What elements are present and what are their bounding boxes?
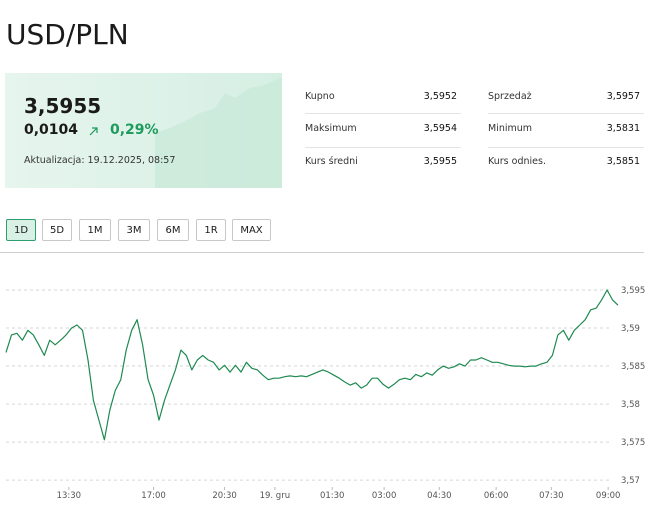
stat-separator xyxy=(305,147,461,148)
range-button[interactable]: 5D xyxy=(42,219,72,241)
change: 0,0104 xyxy=(24,122,79,138)
stat-value: 3,5851 xyxy=(606,156,640,167)
change-percent: 0,29% xyxy=(110,122,159,138)
up-arrow xyxy=(89,127,98,136)
y-tick-label: 3,575 xyxy=(621,438,645,448)
stat-value: 3,5952 xyxy=(423,91,457,102)
price-line xyxy=(5,289,619,441)
divider xyxy=(0,252,644,253)
stat-value: 3,5957 xyxy=(606,91,640,102)
y-tick-label: 3,585 xyxy=(621,362,645,372)
stat-value: 3,5954 xyxy=(423,123,457,134)
x-tick-label: 01:30 xyxy=(320,491,345,501)
stat-label: Maksimum xyxy=(305,123,357,134)
quote-card xyxy=(5,73,282,188)
range-button[interactable]: 1D xyxy=(6,219,36,241)
y-tick-label: 3,58 xyxy=(621,400,640,410)
stat-label: Kurs średni xyxy=(305,156,358,167)
x-tick-label: 07:30 xyxy=(539,491,564,501)
stat-label: Minimum xyxy=(488,123,533,134)
stat-separator xyxy=(488,113,644,114)
price: 3,5955 xyxy=(24,94,102,118)
x-tick-label: 13:30 xyxy=(57,491,82,501)
stat-label: Kupno xyxy=(305,91,335,102)
stat-separator xyxy=(305,113,461,114)
page-title: USD/PLN xyxy=(6,18,129,51)
range-button[interactable]: 6M xyxy=(157,219,189,241)
stat-label: Kurs odnies. xyxy=(488,156,546,167)
range-button[interactable]: MAX xyxy=(232,219,271,241)
update-time: Aktualizacja: 19.12.2025, 08:57 xyxy=(24,155,176,166)
x-tick-label: 04:30 xyxy=(427,491,452,501)
stat-value: 3,5955 xyxy=(423,156,457,167)
stat-value: 3,5831 xyxy=(606,123,640,134)
x-tick-label: 20:30 xyxy=(212,491,237,501)
stat-label: Sprzedaż xyxy=(488,91,532,102)
y-tick-label: 3,595 xyxy=(621,286,645,296)
range-button[interactable]: 3M xyxy=(118,219,150,241)
y-tick-label: 3,57 xyxy=(621,476,640,486)
range-button[interactable]: 1M xyxy=(79,219,111,241)
range-button[interactable]: 1R xyxy=(196,219,226,241)
y-tick-label: 3,59 xyxy=(621,324,640,334)
x-tick-label: 09:00 xyxy=(596,491,621,501)
stat-separator xyxy=(488,147,644,148)
card-decoration xyxy=(155,77,282,188)
x-tick-label: 19. gru xyxy=(260,491,291,501)
x-tick-label: 03:00 xyxy=(372,491,397,501)
x-tick-label: 06:00 xyxy=(484,491,509,501)
x-tick-label: 17:00 xyxy=(141,491,166,501)
